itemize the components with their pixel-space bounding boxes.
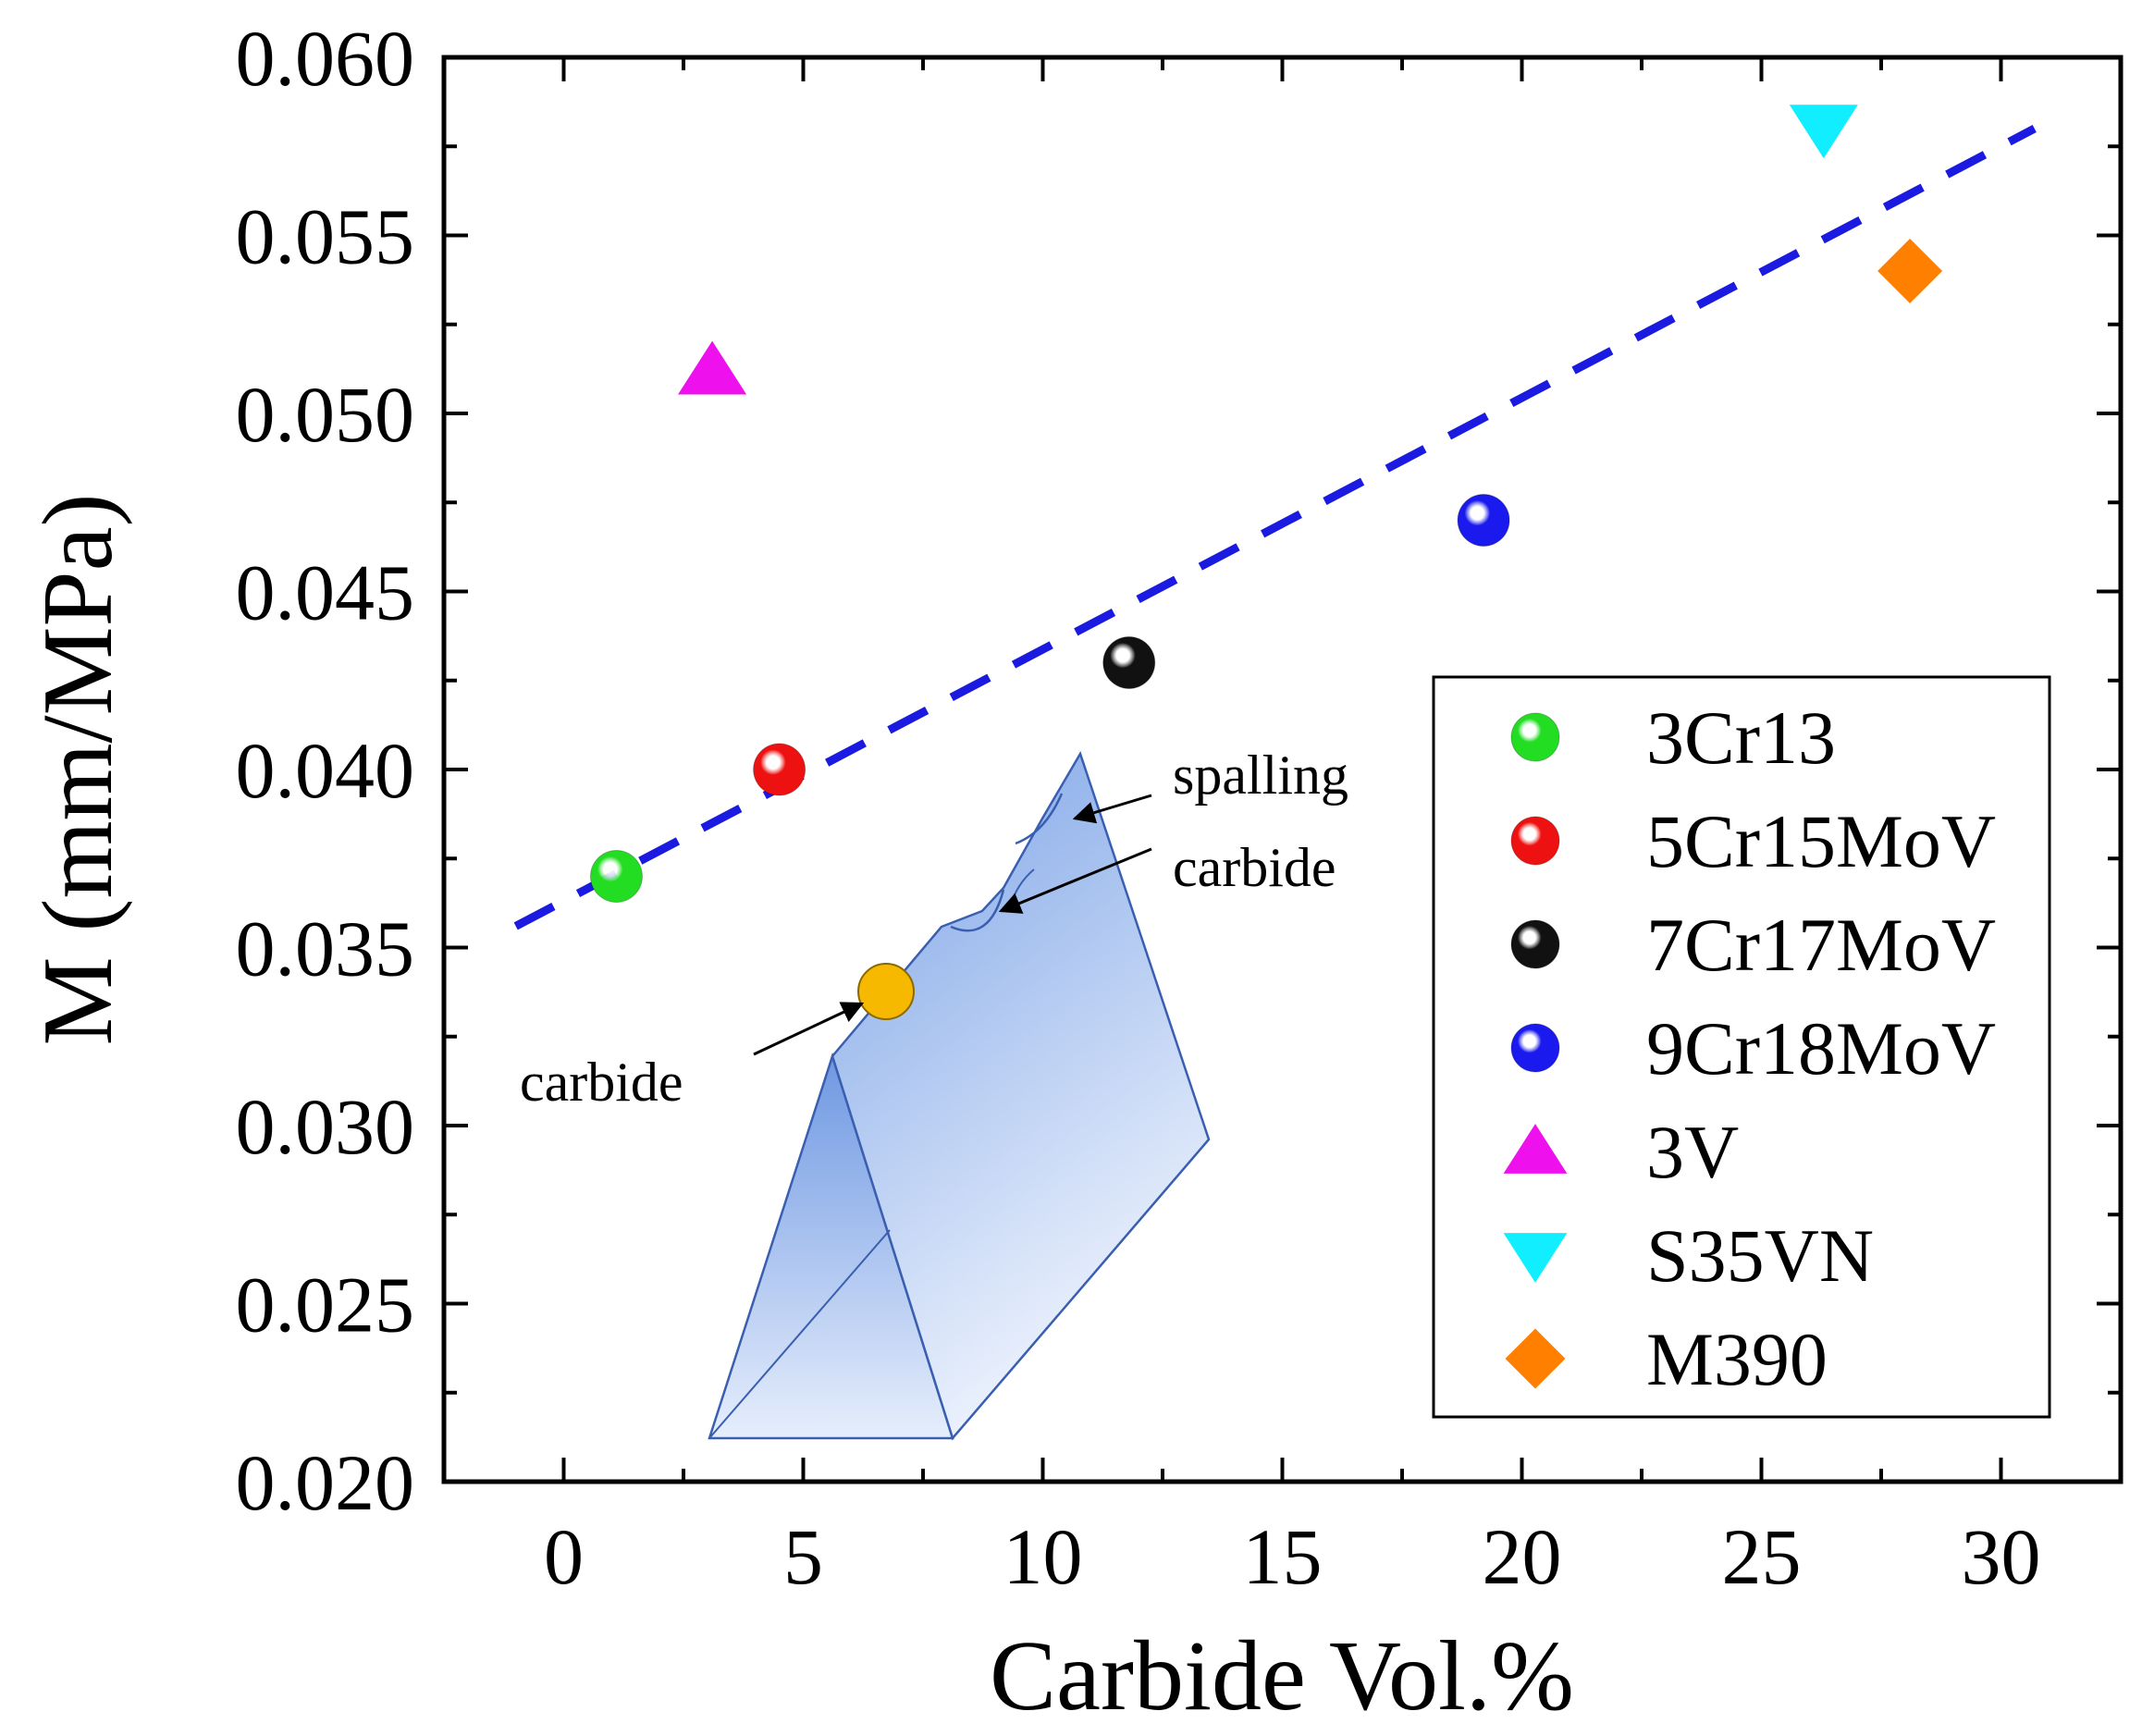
y-tick-label: 0.025 [236,1261,415,1349]
legend-label-3cr13: 3Cr13 [1646,696,1836,780]
legend-marker-s35vn [1503,1233,1568,1283]
y-tick-label: 0.050 [236,370,415,459]
y-tick-label: 0.020 [236,1438,415,1527]
x-tick-label: 20 [1483,1512,1562,1601]
carbide-top-arrow [998,847,1152,914]
spalling-label: spalling [1173,745,1348,806]
x-tick-label: 30 [1962,1512,2041,1601]
legend-label-3v: 3V [1646,1110,1739,1194]
legend: 3Cr13 5Cr15MoV 7Cr17MoV 9Cr18MoV 3V S35VN M390 [1432,675,2051,1419]
x-tick-label: 10 [1003,1512,1083,1601]
y-tick-label: 0.040 [236,726,415,815]
x-tick-label: 5 [783,1512,823,1601]
legend-marker-9cr18mov [1510,1023,1560,1073]
spalling-arrow [1072,794,1152,824]
data-point-7cr17mov [1102,636,1156,689]
x-tick-label: 0 [544,1512,584,1601]
legend-marker-3cr13 [1510,712,1560,762]
data-point-3v [678,340,747,395]
y-tick-label: 0.045 [236,548,415,637]
y-tick-label: 0.055 [236,192,415,281]
data-point-s35vn [1789,105,1858,159]
fit-trend-line [513,125,2037,930]
legend-marker-5cr15mov [1510,816,1560,866]
x-tick-label: 15 [1243,1512,1323,1601]
legend-label-7cr17mov: 7Cr17MoV [1646,903,1996,987]
carbide-top-label: carbide [1173,837,1336,898]
data-point-3cr13 [589,850,643,903]
data-point-5cr15mov [753,743,806,796]
spalling-pit-upper [1015,793,1064,845]
legend-label-m390: M390 [1646,1317,1828,1401]
legend-marker-m390 [1505,1328,1566,1389]
y-tick-label: 0.060 [236,14,415,103]
blade-right-face [831,750,1211,1441]
y-tick-label: 0.030 [236,1082,415,1171]
legend-marker-3v [1503,1124,1568,1174]
legend-label-9cr18mov: 9Cr18MoV [1646,1006,1996,1090]
carbide-bottom-label: carbide [520,1052,683,1113]
legend-label-s35vn: S35VN [1646,1213,1874,1298]
x-tick-label: 25 [1722,1512,1802,1601]
data-point-9cr18mov [1457,494,1510,547]
x-axis-title: Carbide Vol.% [990,1621,1574,1731]
blade-inner-edge [708,1229,891,1439]
y-axis-title: M (mm/MPa) [23,493,133,1045]
legend-label-5cr15mov: 5Cr15MoV [1646,799,1996,883]
data-point-m390 [1877,239,1943,303]
blade-illustration: spalling carbide carbide [520,745,1348,1441]
legend-marker-7cr17mov [1510,919,1560,969]
y-tick-label: 0.035 [236,905,415,993]
carbide-bottom-arrow [753,1002,865,1056]
carbide-particle [857,963,915,1020]
